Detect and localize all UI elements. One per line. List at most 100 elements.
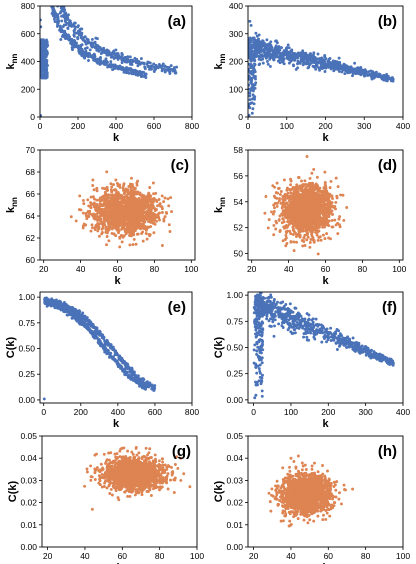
data-point [73, 21, 77, 25]
data-point [285, 229, 289, 233]
data-point [305, 54, 309, 58]
data-point [111, 214, 115, 218]
data-point [135, 183, 139, 187]
data-point [129, 189, 133, 193]
data-point [81, 226, 85, 230]
data-point [136, 210, 140, 214]
data-point [152, 65, 156, 69]
data-point [301, 63, 305, 67]
data-point [281, 239, 285, 243]
data-point [277, 218, 281, 222]
data-point [163, 215, 167, 219]
data-point [248, 98, 252, 102]
data-point [296, 66, 300, 70]
data-point [88, 48, 92, 52]
data-point [106, 195, 110, 199]
data-point [49, 0, 52, 2]
x-tick-label: 400 [396, 121, 410, 131]
data-point [308, 241, 312, 244]
data-point [81, 52, 85, 56]
data-point [309, 59, 313, 63]
data-point [127, 199, 131, 203]
data-point [148, 203, 152, 207]
data-point [155, 219, 158, 223]
data-point [147, 192, 151, 196]
data-point [107, 193, 111, 197]
data-point [111, 68, 115, 72]
data-point [124, 206, 128, 209]
data-point [312, 239, 316, 242]
data-point [70, 46, 74, 50]
data-point [324, 63, 328, 67]
data-point [314, 57, 318, 61]
data-point [57, 1, 60, 4]
data-point [45, 41, 49, 44]
data-point [76, 36, 80, 40]
data-point [249, 39, 253, 43]
data-point [72, 34, 76, 38]
data-point [268, 64, 272, 68]
data-point [300, 56, 304, 60]
data-point [251, 107, 255, 111]
data-point [124, 56, 128, 60]
data-point [159, 204, 163, 208]
data-point [287, 46, 291, 50]
data-point [281, 217, 285, 221]
data-point [292, 230, 296, 234]
data-point [51, 2, 54, 5]
x-tick-label: 20 [39, 264, 49, 274]
data-point [266, 226, 270, 230]
data-point [314, 67, 318, 71]
data-point [302, 240, 306, 243]
data-point [136, 64, 140, 68]
data-point [248, 62, 251, 66]
data-point [139, 213, 143, 217]
data-point [126, 70, 130, 74]
data-point [353, 71, 357, 75]
data-point [120, 240, 124, 244]
data-point [107, 206, 111, 210]
data-point [84, 49, 88, 53]
x-tick-label: 60 [113, 264, 123, 274]
data-point [254, 81, 258, 85]
data-point [311, 236, 315, 240]
data-point [93, 57, 97, 61]
data-point [127, 185, 131, 188]
data-point [130, 176, 133, 180]
data-point [330, 64, 334, 68]
data-point [335, 196, 339, 200]
data-point [316, 252, 320, 256]
data-point [112, 57, 116, 60]
data-point [103, 209, 107, 213]
x-tick-label: 100 [184, 264, 198, 274]
data-points [69, 170, 173, 249]
data-point [141, 230, 145, 234]
data-point [48, 0, 51, 2]
data-point [81, 198, 85, 202]
data-point [298, 54, 302, 58]
data-point [130, 233, 134, 237]
data-point [78, 194, 82, 198]
data-point [99, 56, 102, 59]
x-tick-label: 800 [185, 121, 199, 131]
data-point [249, 63, 253, 67]
x-tick-label: 200 [318, 121, 332, 131]
data-point [250, 101, 254, 105]
data-point [59, 1, 62, 4]
data-point [114, 226, 118, 230]
data-point [248, 102, 252, 106]
data-point [41, 69, 45, 73]
data-point [74, 219, 78, 223]
data-point [140, 204, 144, 208]
data-point [253, 97, 256, 101]
data-point [145, 237, 149, 241]
data-point [40, 64, 44, 68]
y-tick-label: 800 [21, 1, 35, 11]
data-point [321, 233, 325, 237]
data-point [126, 225, 130, 229]
data-point [249, 59, 253, 63]
data-point [273, 53, 277, 56]
data-point [273, 55, 277, 59]
